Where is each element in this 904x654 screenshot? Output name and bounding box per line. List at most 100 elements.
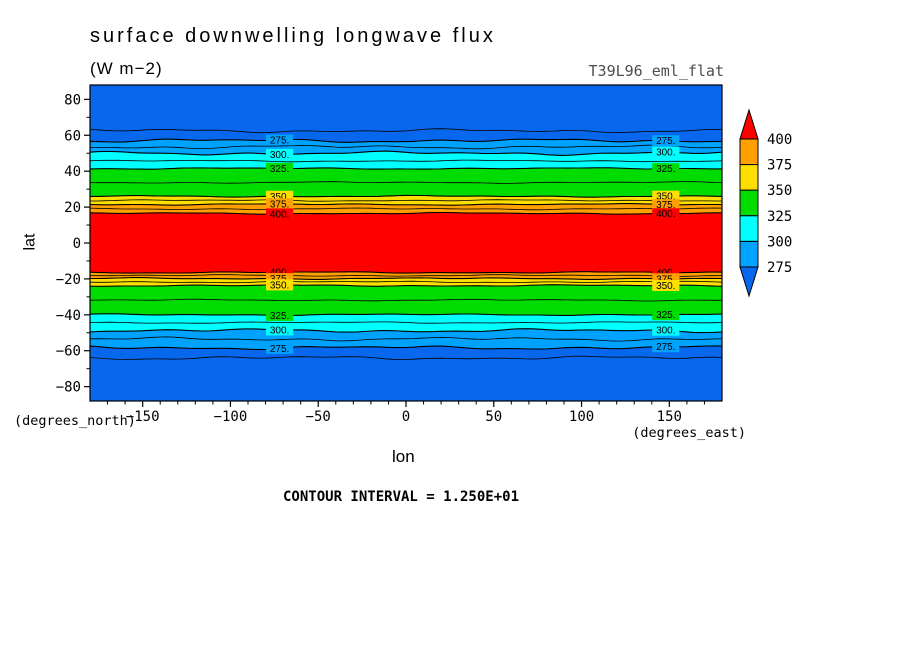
contour-label-bg xyxy=(652,273,680,285)
contour-line xyxy=(90,194,723,198)
contour-line xyxy=(89,207,723,211)
contour-label: 275. xyxy=(656,342,675,353)
units-label: (W m−2) xyxy=(90,59,163,78)
contour-band xyxy=(90,212,722,274)
y-tick-label: −40 xyxy=(56,308,81,324)
contour-line xyxy=(89,144,723,150)
colorbar-box xyxy=(739,189,759,217)
contour-label: 275. xyxy=(656,136,675,147)
plot-title: surface downwelling longwave flux xyxy=(90,25,496,47)
x-tick-label: 0 xyxy=(402,409,410,425)
y-tick-label: −80 xyxy=(56,380,81,396)
contour-label: 275. xyxy=(270,136,289,147)
contour-line xyxy=(89,150,723,156)
contour-label: 375. xyxy=(270,199,289,210)
contour-line xyxy=(89,181,723,184)
contour-label-bg xyxy=(266,208,294,220)
x-tick-label: 100 xyxy=(569,409,594,425)
axes-ticks: −150 −100 −50 0 50 100 150 80 60 40 20 0 −20 −40 −60 −8… xyxy=(56,92,705,425)
contour-label-bg xyxy=(266,273,294,285)
contour-label-bg xyxy=(266,266,294,278)
contour-line xyxy=(89,211,722,215)
contour-label-bg xyxy=(652,190,680,202)
contour-line xyxy=(89,203,723,206)
contour-label: 300. xyxy=(270,325,289,336)
contour-line xyxy=(89,271,723,274)
contour-label-bg xyxy=(266,198,294,210)
x-tick-label: 150 xyxy=(657,409,682,425)
contour-label: 375. xyxy=(656,274,675,285)
colorbar-tick-label: 325 xyxy=(767,209,792,225)
colorbar: 400 375 350 325 300 275 xyxy=(739,108,792,298)
contour-label-bg xyxy=(652,163,680,175)
y-axis-units: (degrees_north) xyxy=(14,413,136,429)
contour-line xyxy=(90,277,723,280)
y-axis-title: lat xyxy=(21,233,39,251)
contour-line xyxy=(89,328,723,334)
contour-line xyxy=(89,128,723,134)
contour-band xyxy=(90,313,722,333)
y-tick-label: 20 xyxy=(64,200,81,216)
contour-label-bg xyxy=(266,324,294,336)
contour-line xyxy=(89,321,723,324)
x-tick-label: 50 xyxy=(485,409,502,425)
contour-lines xyxy=(89,128,723,360)
contour-label-bg xyxy=(652,208,680,220)
x-axis-units: (degrees_east) xyxy=(632,425,746,441)
x-tick-label: −150 xyxy=(126,409,160,425)
contour-label-bg xyxy=(266,148,294,160)
contour-band xyxy=(90,85,722,143)
contour-line xyxy=(89,159,723,163)
contour-label-bg xyxy=(652,135,680,147)
contour-label-bg xyxy=(266,162,294,174)
colorbar-box xyxy=(739,164,759,191)
contour-label: 400. xyxy=(270,209,289,220)
contour-line xyxy=(89,138,723,143)
contour-label: 300. xyxy=(656,148,675,159)
contour-label: 275. xyxy=(270,344,289,355)
contour-label: 300. xyxy=(270,150,289,161)
contour-label-bg xyxy=(652,341,680,353)
y-tick-label: 80 xyxy=(64,92,81,108)
contour-band xyxy=(90,271,722,280)
contour-line xyxy=(89,280,723,284)
y-tick-label: −20 xyxy=(56,272,81,288)
contour-label: 350. xyxy=(270,192,289,203)
contour-label-bg xyxy=(652,324,680,336)
contour-label: 350. xyxy=(656,192,675,203)
colorbar-box xyxy=(739,138,759,166)
contour-line xyxy=(89,355,723,360)
contour-line xyxy=(89,167,722,170)
x-axis-title: lon xyxy=(392,447,415,466)
contour-label: 350. xyxy=(270,280,289,291)
x-tick-label: −50 xyxy=(306,409,331,425)
contour-label-bg xyxy=(266,342,294,354)
contour-label: 325. xyxy=(270,311,289,322)
contour-label-bg xyxy=(266,190,294,202)
contour-label: 350. xyxy=(656,281,675,292)
contour-label-bg xyxy=(266,309,294,321)
y-tick-label: 0 xyxy=(73,236,81,252)
contour-band xyxy=(90,345,722,401)
contour-label: 300. xyxy=(656,326,675,337)
run-label: T39L96_eml_flat xyxy=(588,62,724,80)
contour-line xyxy=(89,336,723,342)
contour-line xyxy=(89,345,723,351)
contour-line xyxy=(89,298,723,302)
contour-label: 375. xyxy=(656,200,675,211)
contour-label-bg xyxy=(652,280,680,291)
contour-labels: 275. 275.300. 300.325. 325.350. 350.375. 375.… xyxy=(266,134,680,355)
colorbar-box xyxy=(739,240,759,268)
y-tick-label: 60 xyxy=(64,128,81,144)
colorbar-tick-label: 300 xyxy=(767,234,792,250)
y-tick-label: 40 xyxy=(64,164,81,180)
contour-band xyxy=(90,277,722,287)
colorbar-arrow-down xyxy=(739,266,759,298)
colorbar-tick-label: 275 xyxy=(767,260,792,276)
y-tick-label: −60 xyxy=(56,344,81,360)
colorbar-arrow-up xyxy=(739,108,759,140)
contour-label: 400. xyxy=(656,209,675,220)
contour-line xyxy=(90,199,722,202)
